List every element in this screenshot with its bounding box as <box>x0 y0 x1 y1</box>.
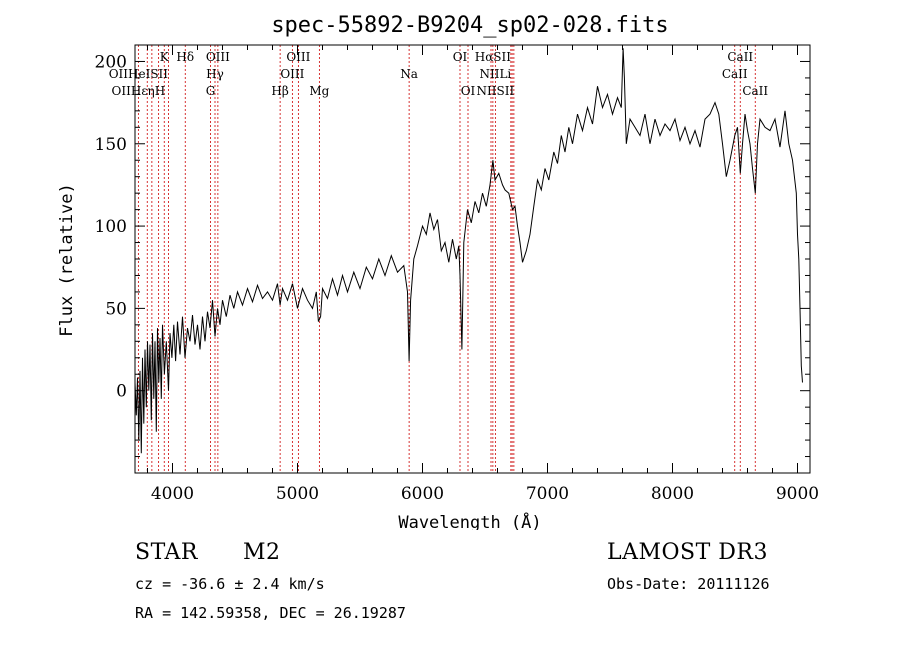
x-axis-label: Wavelength (Å) <box>398 511 541 530</box>
redshift-info: cz = -36.6 ± 2.4 km/s <box>135 575 325 593</box>
line-label: Na <box>400 67 418 81</box>
line-label: K <box>160 50 170 64</box>
line-label: Hβ <box>271 84 288 98</box>
line-label: NIILi <box>479 67 511 81</box>
line-label: G <box>206 84 216 98</box>
y-tick-label: 0 <box>116 382 127 402</box>
coordinates: RA = 142.59358, DEC = 26.19287 <box>135 604 406 622</box>
plot-frame <box>134 44 811 474</box>
line-label: OIII <box>206 50 230 64</box>
line-label: OIIHεηH <box>112 84 166 98</box>
spectrum-chart: spec-55892-B9204_sp02-028.fits Hδ K OIII OI… <box>57 13 819 530</box>
x-tick-label: 7000 <box>526 484 569 504</box>
line-label: HαSII <box>475 50 512 64</box>
line-label: Mg <box>309 84 329 98</box>
chart-title: spec-55892-B9204_sp02-028.fits <box>271 13 668 38</box>
x-tick-label: 8000 <box>651 484 694 504</box>
y-tick-label: 50 <box>105 299 127 319</box>
spectrum-line <box>134 48 803 454</box>
line-markers <box>137 45 756 473</box>
y-axis: 0 50 100 150 200 <box>95 52 810 458</box>
line-label: CaII <box>742 84 768 98</box>
y-axis-label: Flux (relative) <box>57 183 77 337</box>
survey-name: LAMOST DR3 <box>607 540 768 565</box>
object-class: STAR <box>135 540 198 565</box>
line-label: OIII <box>286 50 310 64</box>
line-label: OI <box>453 50 468 64</box>
x-tick-label: 6000 <box>401 484 444 504</box>
line-label: OI <box>461 84 476 98</box>
line-label: NIISII <box>477 84 515 98</box>
y-tick-label: 150 <box>95 135 127 155</box>
y-tick-label: 200 <box>95 52 127 72</box>
y-tick-label: 100 <box>95 217 127 237</box>
line-labels: Hδ K OIII OIII OI HαSII CaII OIIHeISII Hγ OIII Na N… <box>109 50 769 98</box>
x-tick-label: 5000 <box>276 484 319 504</box>
line-label: CaII <box>727 50 753 64</box>
object-subclass: M2 <box>243 540 281 565</box>
x-tick-label: 9000 <box>776 484 819 504</box>
line-label: OIII <box>280 67 304 81</box>
line-label: Hδ <box>176 50 194 64</box>
x-tick-label: 4000 <box>151 484 194 504</box>
obs-date: Obs-Date: 20111126 <box>607 575 770 593</box>
x-axis: 4000 5000 6000 7000 8000 9000 <box>147 45 819 504</box>
line-label: OIIHeISII <box>109 67 169 81</box>
line-label: CaII <box>722 67 748 81</box>
line-label: Hγ <box>206 67 224 81</box>
